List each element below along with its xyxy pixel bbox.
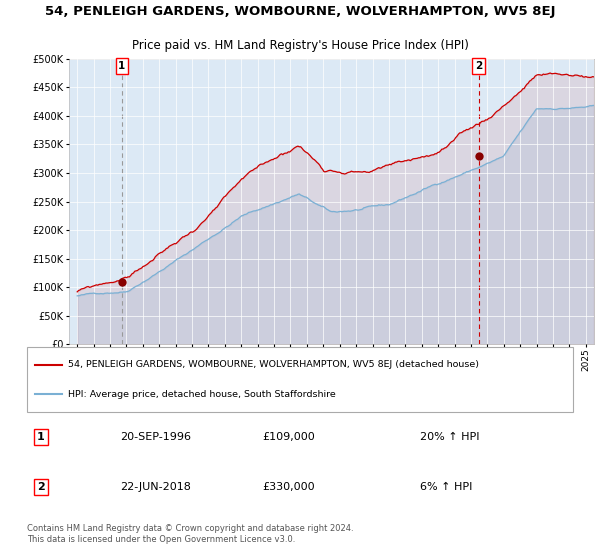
FancyBboxPatch shape xyxy=(27,347,573,412)
Text: 2: 2 xyxy=(37,482,44,492)
Text: 1: 1 xyxy=(118,61,125,71)
Text: 2: 2 xyxy=(475,61,482,71)
Text: 54, PENLEIGH GARDENS, WOMBOURNE, WOLVERHAMPTON, WV5 8EJ: 54, PENLEIGH GARDENS, WOMBOURNE, WOLVERH… xyxy=(45,5,555,18)
Text: 20-SEP-1996: 20-SEP-1996 xyxy=(120,432,191,442)
Text: Price paid vs. HM Land Registry's House Price Index (HPI): Price paid vs. HM Land Registry's House … xyxy=(131,39,469,53)
Text: HPI: Average price, detached house, South Staffordshire: HPI: Average price, detached house, Sout… xyxy=(68,390,336,399)
Text: 22-JUN-2018: 22-JUN-2018 xyxy=(120,482,191,492)
Text: £330,000: £330,000 xyxy=(263,482,316,492)
Text: Contains HM Land Registry data © Crown copyright and database right 2024.
This d: Contains HM Land Registry data © Crown c… xyxy=(27,524,353,544)
Text: 20% ↑ HPI: 20% ↑ HPI xyxy=(420,432,479,442)
Text: 6% ↑ HPI: 6% ↑ HPI xyxy=(420,482,472,492)
Text: 54, PENLEIGH GARDENS, WOMBOURNE, WOLVERHAMPTON, WV5 8EJ (detached house): 54, PENLEIGH GARDENS, WOMBOURNE, WOLVERH… xyxy=(68,360,479,369)
Text: 1: 1 xyxy=(37,432,44,442)
Text: £109,000: £109,000 xyxy=(263,432,316,442)
